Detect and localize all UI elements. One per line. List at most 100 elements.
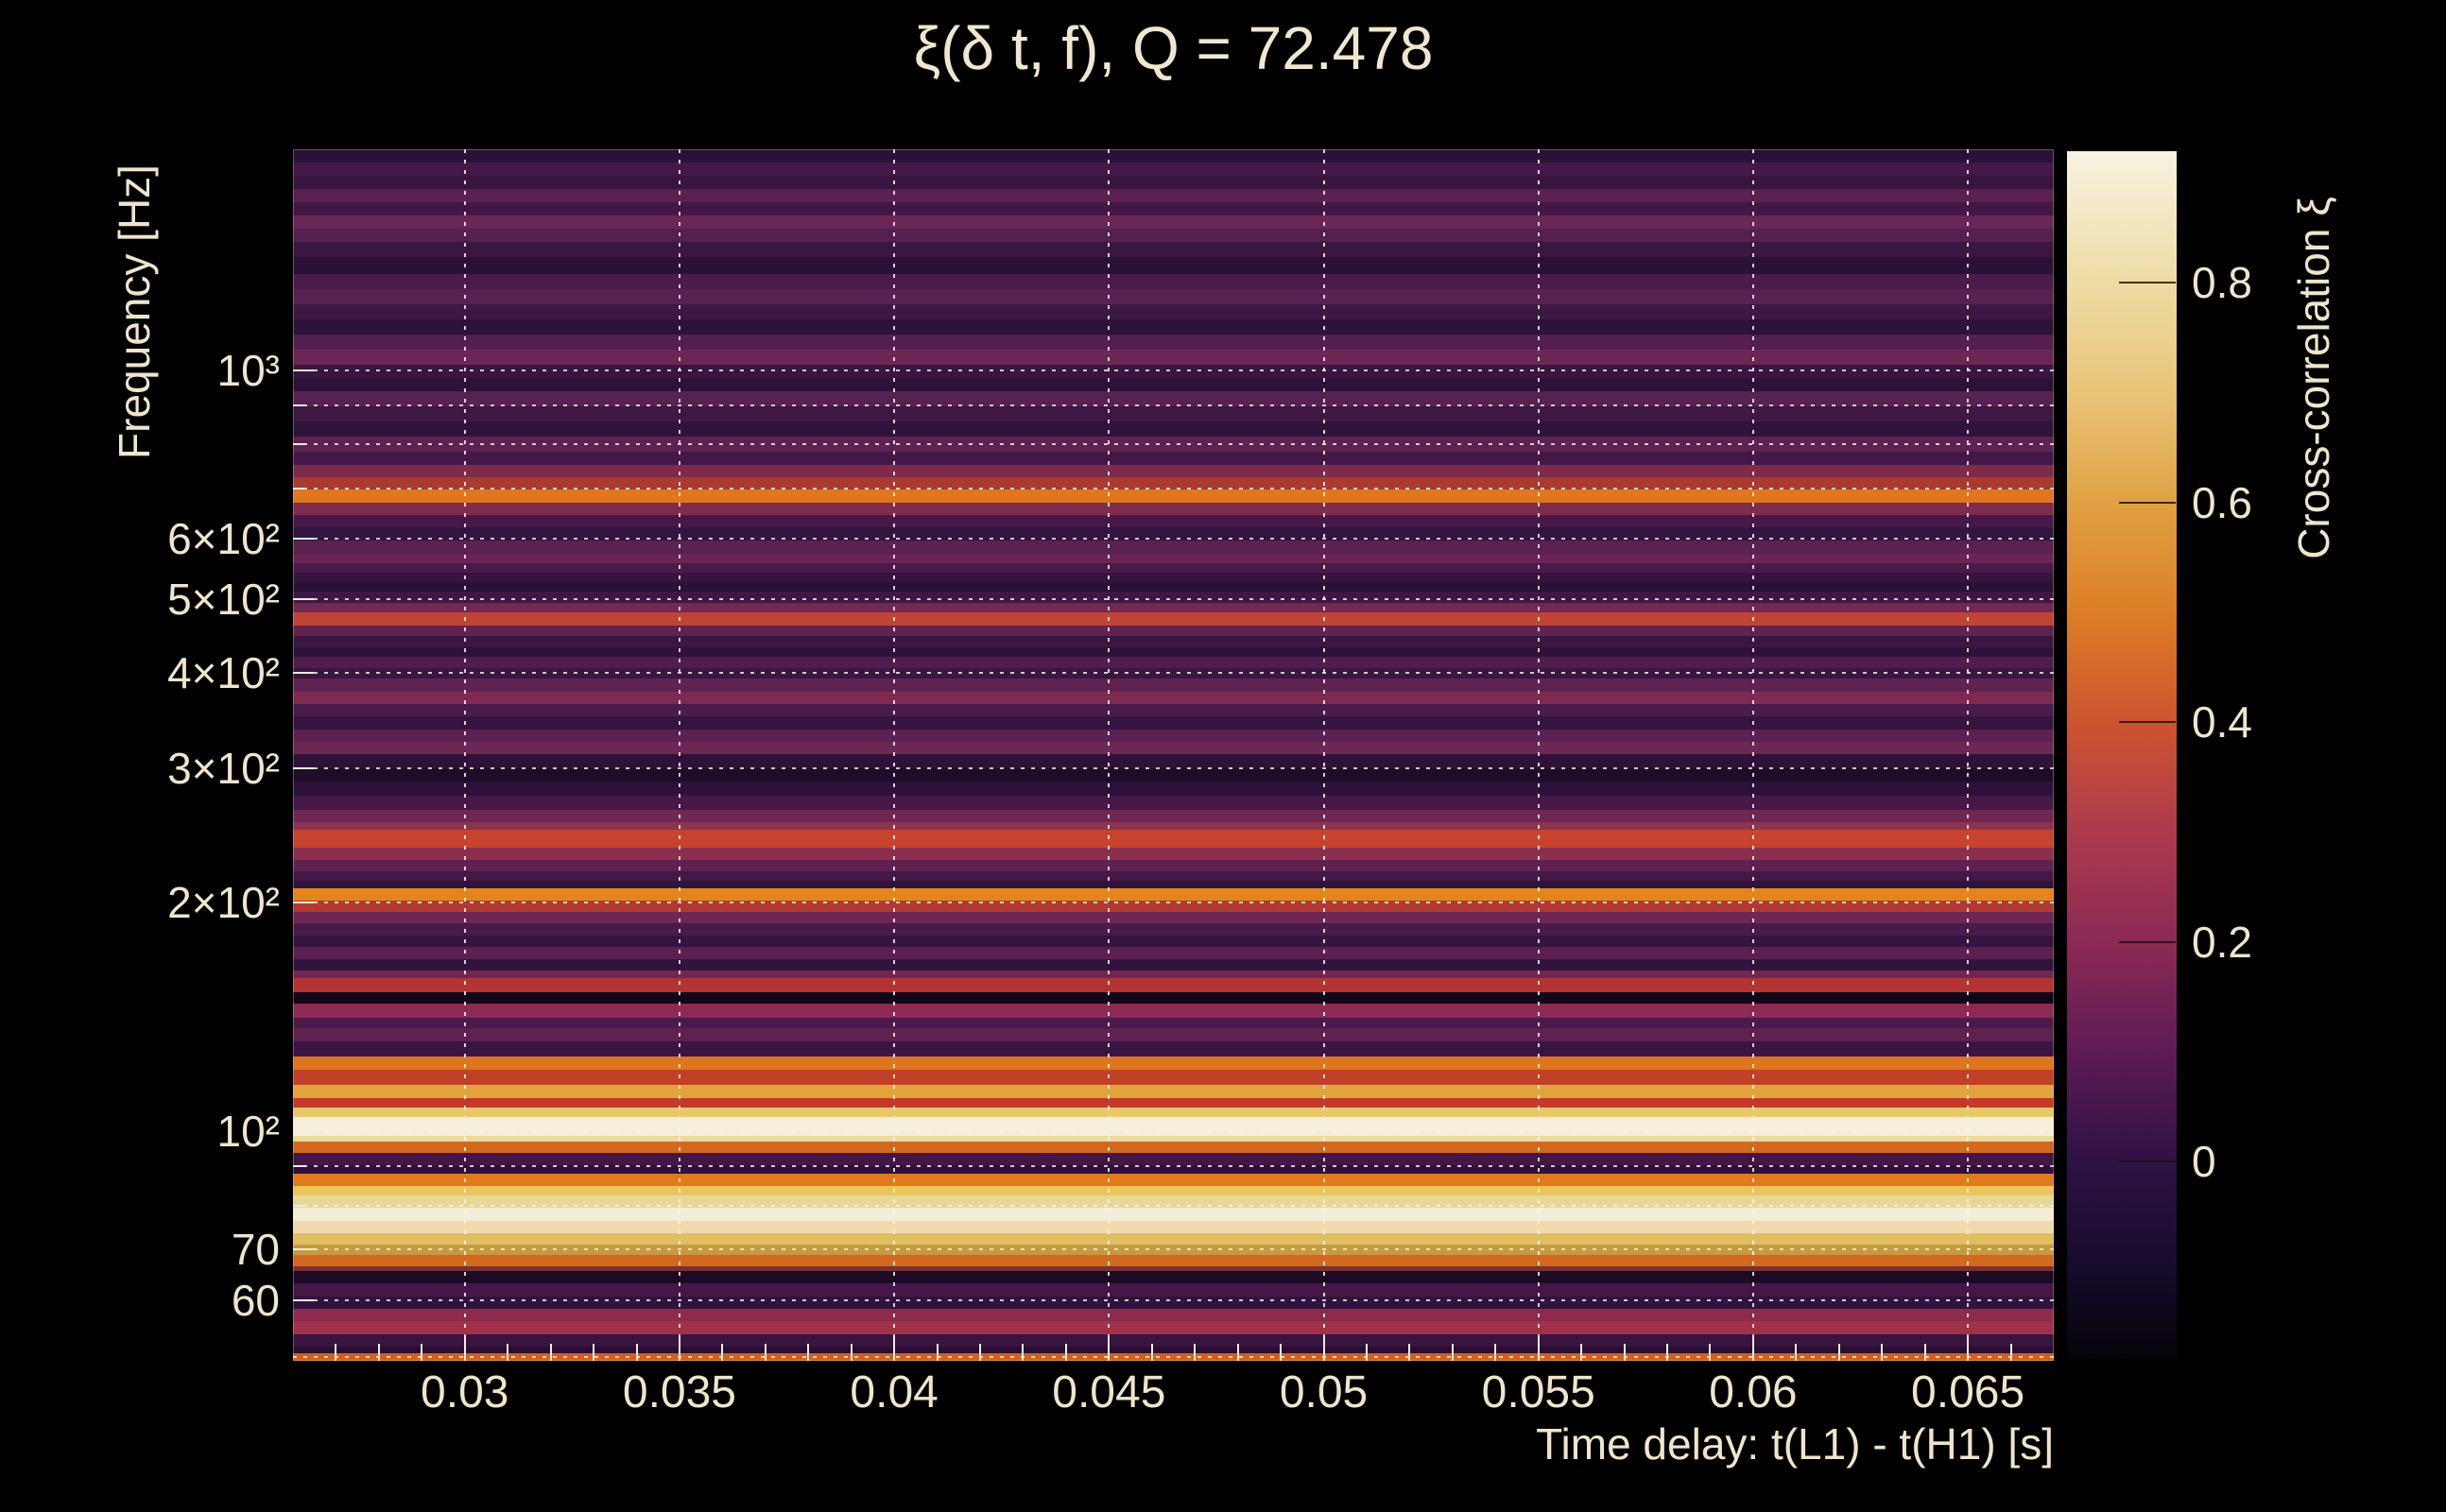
- x-minor-tick: [764, 1344, 767, 1361]
- y-major-tick: [293, 901, 314, 903]
- heatmap: [293, 149, 2054, 1361]
- x-minor-tick: [1881, 1344, 1884, 1361]
- x-minor-tick: [1580, 1344, 1583, 1361]
- y-gridline: [293, 1248, 2054, 1251]
- y-minor-tick: [293, 1204, 306, 1207]
- x-tick-label: 0.05: [1279, 1367, 1369, 1418]
- y-major-tick: [293, 1130, 314, 1133]
- x-minor-tick: [335, 1344, 337, 1361]
- x-gridline: [893, 149, 896, 1361]
- colorbar-tick-label: 0.4: [2192, 697, 2252, 747]
- x-tick-label: 0.055: [1481, 1367, 1595, 1418]
- colorbar-tick-label: 0.8: [2192, 258, 2252, 308]
- x-minor-tick: [1795, 1344, 1798, 1361]
- x-minor-tick: [635, 1344, 638, 1361]
- gridline-layer: [293, 149, 2054, 1361]
- y-major-tick: [293, 369, 314, 371]
- y-gridline: [293, 1204, 2054, 1207]
- x-gridline: [1751, 149, 1754, 1361]
- x-minor-tick: [2009, 1344, 2012, 1361]
- y-minor-tick: [293, 1165, 306, 1168]
- colorbar-tick-label: 0: [2192, 1136, 2216, 1186]
- y-major-tick: [293, 767, 314, 769]
- x-minor-tick: [1923, 1344, 1926, 1361]
- x-minor-tick: [421, 1344, 423, 1361]
- plot-title: ξ(δ t, f), Q = 72.478: [913, 14, 1434, 82]
- x-minor-tick: [807, 1344, 810, 1361]
- x-tick-label: 0.035: [622, 1367, 736, 1418]
- x-gridline: [463, 149, 466, 1361]
- x-minor-tick: [1236, 1344, 1239, 1361]
- y-gridline: [293, 672, 2054, 675]
- x-minor-tick: [1408, 1344, 1411, 1361]
- colorbar-tick-label: 0.6: [2192, 477, 2252, 527]
- y-major-tick: [293, 672, 314, 675]
- y-tick-label: 10³: [216, 345, 280, 395]
- y-tick-label: 5×10²: [167, 575, 280, 625]
- y-tick-label: 2×10²: [167, 877, 280, 927]
- y-tick-label: 70: [231, 1225, 280, 1275]
- plot-frame: [293, 149, 2054, 1361]
- y-axis-title: Frequency [Hz]: [110, 164, 159, 459]
- y-gridline: [293, 1130, 2054, 1133]
- tick-layer: [293, 149, 2054, 1361]
- y-gridline: [293, 369, 2054, 371]
- x-minor-tick: [936, 1344, 939, 1361]
- y-tick-label: 6×10²: [167, 514, 280, 564]
- y-gridline: [293, 442, 2054, 445]
- x-minor-tick: [593, 1344, 595, 1361]
- colorbar-tick: [2119, 501, 2176, 504]
- x-minor-tick: [1451, 1344, 1454, 1361]
- y-minor-tick: [293, 404, 306, 406]
- x-major-tick: [1108, 1336, 1111, 1361]
- x-gridline: [678, 149, 680, 1361]
- x-minor-tick: [1365, 1344, 1368, 1361]
- x-minor-tick: [1666, 1344, 1669, 1361]
- y-gridline: [293, 1165, 2054, 1168]
- y-major-tick: [293, 538, 314, 541]
- x-minor-tick: [549, 1344, 552, 1361]
- x-tick-label: 0.03: [421, 1367, 509, 1418]
- x-tick-label: 0.045: [1052, 1367, 1166, 1418]
- x-major-tick: [1751, 1336, 1754, 1361]
- y-gridline: [293, 598, 2054, 601]
- x-tick-label: 0.06: [1709, 1367, 1798, 1418]
- y-tick-label: 4×10²: [167, 648, 280, 698]
- y-tick-label: 3×10²: [167, 744, 280, 793]
- y-minor-tick: [293, 442, 306, 445]
- y-gridline: [293, 901, 2054, 903]
- x-major-tick: [678, 1336, 680, 1361]
- x-minor-tick: [1623, 1344, 1626, 1361]
- x-minor-tick: [377, 1344, 380, 1361]
- x-major-tick: [1322, 1336, 1325, 1361]
- y-major-tick: [293, 1248, 314, 1251]
- colorbar-tick: [2119, 1160, 2176, 1162]
- x-minor-tick: [850, 1344, 853, 1361]
- y-gridline: [293, 767, 2054, 769]
- x-gridline: [1967, 149, 1970, 1361]
- y-tick-label: 60: [231, 1276, 280, 1326]
- x-major-tick: [893, 1336, 896, 1361]
- y-major-tick: [293, 1299, 314, 1302]
- x-major-tick: [1967, 1336, 1970, 1361]
- colorbar-tick: [2119, 721, 2176, 724]
- x-minor-tick: [1022, 1344, 1025, 1361]
- y-gridline: [293, 1299, 2054, 1302]
- x-gridline: [1537, 149, 1540, 1361]
- x-minor-tick: [1837, 1344, 1840, 1361]
- x-minor-tick: [1280, 1344, 1283, 1361]
- x-minor-tick: [1709, 1344, 1712, 1361]
- colorbar-tick: [2119, 282, 2176, 284]
- y-gridline: [293, 1356, 2054, 1358]
- x-major-tick: [1537, 1336, 1540, 1361]
- colorbar: [2067, 151, 2177, 1359]
- y-major-tick: [293, 598, 314, 601]
- x-gridline: [1322, 149, 1325, 1361]
- y-gridline: [293, 404, 2054, 406]
- x-minor-tick: [1150, 1344, 1153, 1361]
- y-gridline: [293, 538, 2054, 541]
- x-tick-label: 0.04: [850, 1367, 939, 1418]
- x-major-tick: [463, 1336, 466, 1361]
- x-minor-tick: [721, 1344, 724, 1361]
